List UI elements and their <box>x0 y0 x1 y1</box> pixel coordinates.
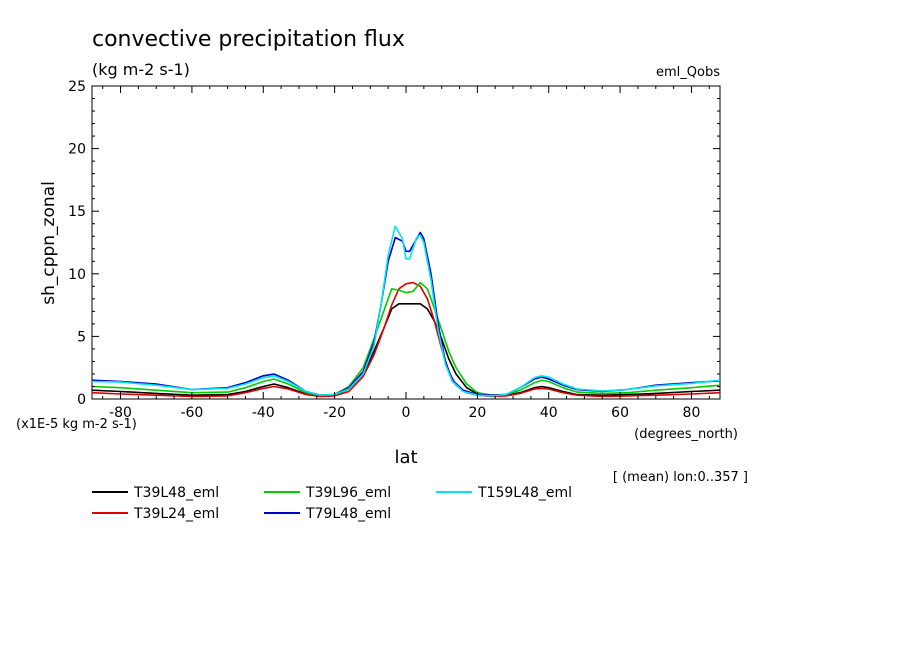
series-layer <box>91 225 721 398</box>
x-tick-label: 60 <box>611 405 629 421</box>
experiment-label: eml_Qobs <box>656 65 720 80</box>
y-tick-label: 25 <box>68 79 86 95</box>
x-tick-label: -80 <box>109 405 132 421</box>
series-line-t39l24-eml <box>91 281 721 398</box>
x-tick-label: 0 <box>402 405 411 421</box>
averaging-note: [ (mean) lon:0..357 ] <box>613 470 748 485</box>
legend-label-t79l48-eml: T79L48_eml <box>305 506 391 522</box>
chart-title: convective precipitation flux <box>92 27 405 52</box>
x-tick-label: 80 <box>683 405 701 421</box>
x-axis-units: (degrees_north) <box>634 427 738 442</box>
legend: T39L48_eml T39L24_eml T39L96_eml T79L48_eml… <box>92 485 572 522</box>
legend-label-t39l48-eml: T39L48_eml <box>133 485 219 501</box>
plot-frame <box>91 85 721 400</box>
y-scale-note: (x1E-5 kg m-2 s-1) <box>16 417 137 432</box>
series-line-t39l48-eml <box>91 302 721 397</box>
x-tick-label: 20 <box>468 405 486 421</box>
plot-area <box>91 85 721 400</box>
y-tick-label: 5 <box>77 329 86 345</box>
y-tick-label: 15 <box>68 204 86 220</box>
y-tick-label: 0 <box>77 392 86 408</box>
y-axis-label: sh_cppn_zonal <box>39 181 59 305</box>
legend-label-t159l48-eml: T159L48_eml <box>477 485 572 501</box>
x-tick-label: 40 <box>540 405 558 421</box>
x-tick-label: -20 <box>323 405 346 421</box>
x-tick-label: -40 <box>252 405 275 421</box>
legend-label-t39l24-eml: T39L24_eml <box>133 506 219 522</box>
series-line-t159l48-eml <box>91 225 721 397</box>
y-tick-label: 10 <box>68 267 86 283</box>
series-line-t39l96-eml <box>91 281 721 397</box>
axis-ticks: -80 -60 -40 -20 0 20 40 60 80 0 5 10 15 20 25 <box>68 79 720 421</box>
legend-label-t39l96-eml: T39L96_eml <box>305 485 391 501</box>
y-tick-label: 20 <box>68 142 86 158</box>
x-tick-label: -60 <box>180 405 203 421</box>
chart-subtitle: (kg m-2 s-1) <box>92 60 190 79</box>
x-axis-label: lat <box>394 447 417 468</box>
